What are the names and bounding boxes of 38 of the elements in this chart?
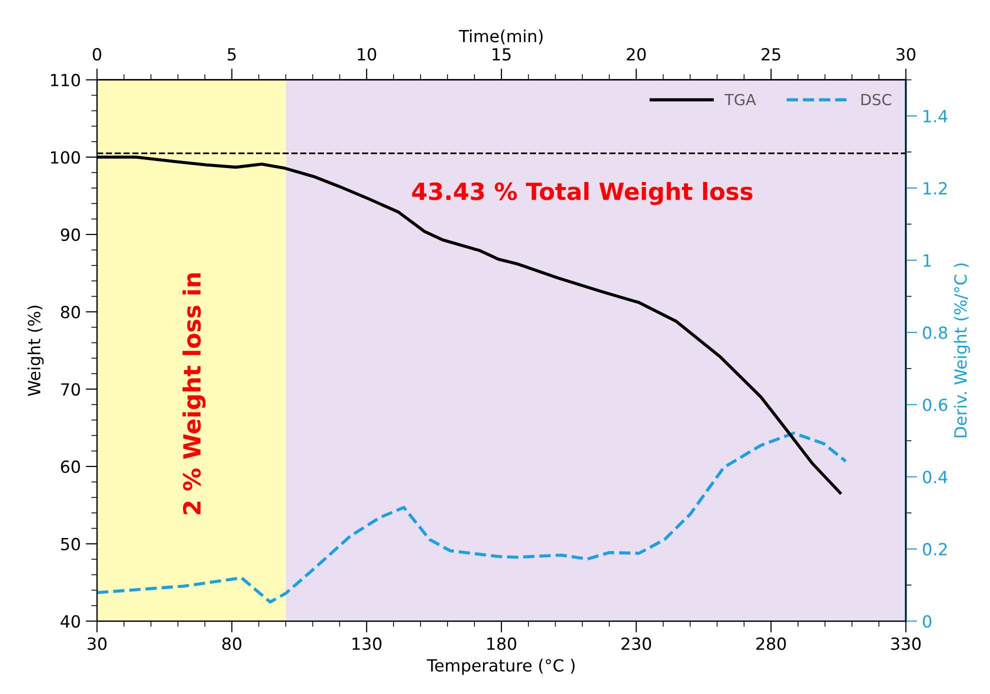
y2-tick-label: 0.2 <box>922 542 947 556</box>
y2-tick-label: 0 <box>922 615 932 628</box>
x-tick-label: 80 <box>222 637 242 650</box>
x-tick-label: 230 <box>622 637 652 650</box>
x2-axis-title: Time(min) <box>458 29 543 44</box>
y2-tick-label: 1.4 <box>924 110 948 122</box>
y-tick-label: 50 <box>61 538 80 550</box>
y-tick-label: 80 <box>60 306 80 318</box>
annotation: 2 % Weight loss in <box>182 273 206 514</box>
x-tick-label: 180 <box>487 637 516 650</box>
y-tick-label: 70 <box>61 383 80 396</box>
x2-tick-label: 30 <box>896 48 916 61</box>
y-tick-label: 60 <box>61 460 80 474</box>
x2-tick-label: 10 <box>358 48 376 61</box>
x2-tick-label: 20 <box>626 48 646 61</box>
y-tick-label: 110 <box>51 74 80 86</box>
y-axis-title: Weight (%) <box>28 306 44 396</box>
x2-tick-label: 0 <box>92 48 102 61</box>
x2-tick-label: 25 <box>762 48 780 61</box>
x-tick-label: 30 <box>88 637 107 650</box>
y2-tick-label: 0.8 <box>922 326 948 339</box>
x-tick-label: 130 <box>352 637 382 650</box>
y2-tick-label: 0.4 <box>922 470 948 484</box>
legend-label: DSC <box>861 94 892 106</box>
x-tick-label: 280 <box>756 637 786 650</box>
x2-tick-label: 15 <box>492 48 511 61</box>
y2-tick-label: 1.2 <box>924 182 947 194</box>
annotation: 43.43 % Total Weight loss <box>412 182 752 206</box>
y2-tick-label: 1 <box>924 254 931 267</box>
legend-label: TGA <box>724 94 756 106</box>
y2-axis-title: Deriv. Weight (%/°C ) <box>954 263 970 438</box>
y-tick-label: 40 <box>60 615 80 628</box>
y-tick-label: 100 <box>51 151 80 164</box>
y-tick-label: 90 <box>60 228 80 242</box>
x-axis-title: Temperature (°C ) <box>426 658 575 675</box>
x2-tick-label: 5 <box>228 48 236 61</box>
y2-tick-label: 0.6 <box>922 398 948 412</box>
x-tick-label: 330 <box>891 637 921 650</box>
